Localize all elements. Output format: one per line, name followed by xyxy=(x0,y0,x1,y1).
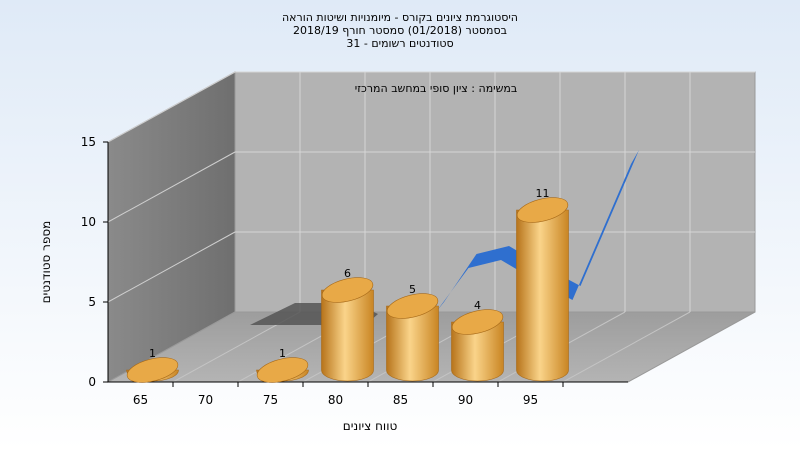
bar-body xyxy=(516,209,569,382)
bar-top xyxy=(386,293,439,319)
title-line-1: היסטוגרמת ציונים בקורס - מיומנויות ושיטו… xyxy=(282,11,518,24)
y-tick-label: 0 xyxy=(88,375,96,389)
y-axis-title: מספר סטודנטים xyxy=(39,221,53,304)
bar-top xyxy=(516,197,569,223)
title-line-3: סטודנטים רשומים - 31 xyxy=(346,37,453,50)
title-line-2: בסמסטר (01/2018) סמסטר חורף 2018/19 xyxy=(293,24,507,37)
x-tick-label: 75 xyxy=(263,393,278,407)
side-grid-line xyxy=(107,231,236,303)
floor-grid-line xyxy=(562,311,691,383)
bar: 6 xyxy=(321,267,374,382)
y-tick-label: 5 xyxy=(88,295,96,309)
bar-top xyxy=(126,357,179,383)
x-tick-label: 85 xyxy=(393,393,408,407)
bar-body xyxy=(451,321,504,382)
bar: 5 xyxy=(386,283,439,382)
x-tick-label: 65 xyxy=(133,393,148,407)
side-grid-line xyxy=(107,151,236,223)
y-tick-label: 10 xyxy=(81,215,96,229)
x-tick-label: 95 xyxy=(523,393,538,407)
y-tick-label: 15 xyxy=(81,135,96,149)
bar-data-label: 1 xyxy=(149,347,156,360)
side-grid-line xyxy=(107,71,236,143)
x-axis-title: טווח ציונים xyxy=(343,419,398,433)
bar: 1 xyxy=(256,347,309,383)
bar-top xyxy=(321,277,374,303)
x-tick-label: 70 xyxy=(198,393,213,407)
bar-data-label: 6 xyxy=(344,267,351,280)
bar-body xyxy=(321,289,374,382)
bar-data-label: 11 xyxy=(536,187,550,200)
bar-data-label: 4 xyxy=(474,299,481,312)
bar: 4 xyxy=(451,299,504,382)
bar: 1 xyxy=(126,347,179,383)
bar-body xyxy=(386,305,439,382)
bar-top xyxy=(256,357,309,383)
bar-data-label: 5 xyxy=(409,283,416,296)
bar: 11 xyxy=(516,187,569,382)
x-tick-label: 90 xyxy=(458,393,473,407)
x-tick-label: 80 xyxy=(328,393,343,407)
bar-top xyxy=(451,309,504,335)
chart-annotation: במשימה : ציון סופי במחשב המרכזי xyxy=(355,82,518,95)
bar-data-label: 1 xyxy=(279,347,286,360)
